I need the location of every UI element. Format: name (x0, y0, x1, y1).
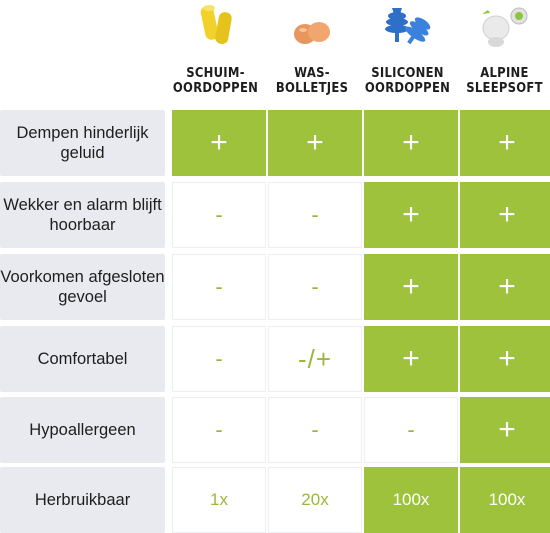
cell-alpine-dempen: + (460, 110, 550, 176)
column-header-alpine: ALPINE SLEEPSOFT (457, 0, 550, 108)
column-name: SCHUIM- OORDOPPEN (173, 65, 259, 96)
wax-balls-image (282, 2, 342, 52)
column-name: WAS- BOLLETJES (275, 65, 349, 96)
cell-foam-herbruikbaar: 1x (172, 467, 266, 533)
cell-wax-dempen: + (268, 110, 362, 176)
cell-silicone-herbruikbaar: 100x (364, 467, 458, 533)
row-label-wekker: Wekker en alarm blijft hoorbaar (0, 182, 165, 248)
column-header-foam: SCHUIM- OORDOPPEN (169, 0, 263, 108)
cell-alpine-voorkomen: + (460, 254, 550, 320)
cell-alpine-hypoallergeen: + (460, 397, 550, 463)
cell-wax-hypoallergeen: - (268, 397, 362, 463)
cell-alpine-herbruikbaar: 100x (460, 467, 550, 533)
column-name: ALPINE SLEEPSOFT (465, 65, 543, 96)
row-label-hypoallergeen: Hypoallergeen (0, 397, 165, 463)
cell-wax-wekker: - (268, 182, 362, 248)
cell-silicone-hypoallergeen: - (364, 397, 458, 463)
row-label-comfortabel: Comfortabel (0, 326, 165, 392)
cell-foam-dempen: + (172, 110, 266, 176)
cell-silicone-voorkomen: + (364, 254, 458, 320)
row-label-voorkomen: Voorkomen afgesloten gevoel (0, 254, 165, 320)
cell-alpine-comfortabel: + (460, 326, 550, 392)
cell-foam-wekker: - (172, 182, 266, 248)
cell-foam-voorkomen: - (172, 254, 266, 320)
cell-wax-voorkomen: - (268, 254, 362, 320)
cell-silicone-dempen: + (364, 110, 458, 176)
alpine-earplugs-image (474, 2, 534, 52)
row-label-herbruikbaar: Herbruikbaar (0, 467, 165, 533)
cell-silicone-comfortabel: + (364, 326, 458, 392)
cell-foam-hypoallergeen: - (172, 397, 266, 463)
column-name: SILICONEN OORDOPPEN (365, 65, 451, 96)
foam-earplugs-image (186, 2, 246, 52)
cell-wax-herbruikbaar: 20x (268, 467, 362, 533)
cell-wax-comfortabel: -/+ (268, 326, 362, 392)
cell-alpine-wekker: + (460, 182, 550, 248)
column-header-silicone: SILICONEN OORDOPPEN (361, 0, 455, 108)
cell-silicone-wekker: + (364, 182, 458, 248)
row-label-dempen: Dempen hinderlijk geluid (0, 110, 165, 176)
column-header-wax: WAS- BOLLETJES (265, 0, 359, 108)
silicone-earplugs-image (378, 2, 438, 52)
cell-foam-comfortabel: - (172, 326, 266, 392)
